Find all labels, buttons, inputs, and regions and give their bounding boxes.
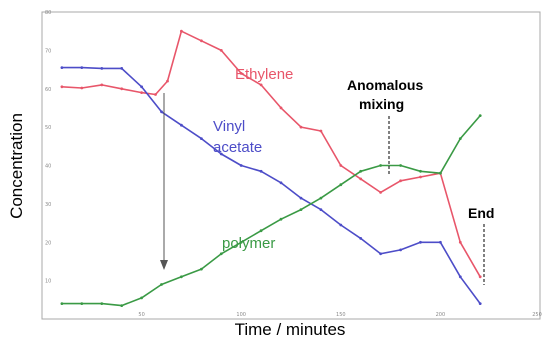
series-point-0	[180, 29, 183, 33]
series-point-2	[219, 252, 223, 256]
series-point-0	[299, 125, 303, 129]
series-point-2	[299, 208, 303, 212]
series-point-1	[259, 169, 263, 173]
series-point-2	[100, 302, 104, 305]
series-point-2	[279, 217, 283, 221]
x-axis-label: Time / minutes	[235, 320, 346, 339]
x-tick-label: 250	[532, 312, 542, 318]
vinyl-label-line2: acetate	[213, 139, 262, 156]
series-point-2	[120, 304, 124, 307]
series-layer	[60, 29, 482, 307]
series-point-1	[359, 237, 363, 240]
series-point-1	[60, 66, 64, 69]
series-point-0	[100, 83, 104, 87]
y-tick-label: 30	[45, 202, 51, 208]
series-point-0	[239, 72, 243, 75]
series-point-0	[154, 93, 157, 96]
series-point-0	[419, 175, 422, 179]
series-point-0	[379, 191, 382, 194]
series-point-2	[160, 283, 163, 286]
x-tick-label: 100	[236, 312, 246, 318]
y-tick-label: 20	[45, 240, 51, 246]
series-point-2	[60, 302, 64, 305]
y-tick-label: 10	[45, 279, 51, 285]
series-point-2	[359, 169, 363, 173]
series-point-1	[319, 208, 323, 212]
ethylene-label: Ethylene	[235, 66, 293, 83]
series-point-2	[180, 275, 183, 279]
series-line-2	[61, 115, 481, 307]
series-point-2	[80, 302, 84, 305]
series-point-2	[478, 114, 482, 117]
series-point-0	[120, 87, 124, 91]
series-point-1	[379, 252, 382, 256]
series-point-0	[219, 49, 223, 52]
series-point-1	[279, 181, 283, 185]
series-point-1	[439, 240, 442, 244]
transition-arrow-head	[160, 260, 168, 270]
vinyl-label-line1: Vinyl	[213, 118, 245, 135]
y-tick-label: 60	[45, 87, 51, 93]
series-line-1	[61, 66, 481, 305]
series-point-0	[140, 91, 144, 94]
series-point-2	[379, 164, 382, 167]
series-point-0	[279, 106, 283, 110]
series-point-0	[399, 179, 402, 183]
series-point-0	[478, 275, 482, 279]
series-point-0	[80, 86, 84, 90]
series-point-1	[478, 302, 482, 305]
series-point-1	[180, 123, 183, 127]
series-point-1	[339, 223, 343, 227]
series-point-2	[200, 267, 203, 271]
y-tick-label: 70	[45, 48, 51, 54]
y-tick-label: 50	[45, 125, 51, 131]
series-point-1	[200, 137, 203, 141]
series-point-2	[140, 296, 144, 300]
series-point-0	[259, 83, 263, 87]
series-point-2	[339, 183, 343, 187]
series-point-2	[259, 229, 263, 233]
series-point-2	[399, 164, 402, 167]
x-tick-labels: 50 100 150 200 250	[138, 312, 541, 318]
series-point-1	[100, 67, 104, 70]
series-point-2	[319, 196, 323, 200]
series-point-0	[339, 164, 343, 167]
series-point-1	[160, 110, 163, 114]
series-point-1	[299, 196, 303, 200]
x-tick-label: 150	[336, 312, 346, 318]
y-axis-label: Concentration	[7, 113, 26, 219]
series-point-1	[419, 240, 422, 244]
y-tick-label: 40	[45, 164, 51, 170]
annotation-end: End	[468, 205, 494, 221]
series-point-2	[419, 169, 422, 173]
series-point-1	[140, 85, 144, 89]
series-point-0	[200, 39, 203, 43]
series-point-2	[239, 240, 243, 244]
series-point-2	[458, 137, 462, 141]
series-point-0	[458, 240, 462, 244]
series-point-0	[166, 79, 169, 83]
series-point-1	[120, 67, 124, 70]
series-point-0	[60, 85, 64, 89]
series-point-1	[239, 164, 243, 167]
polymer-label: polymer	[222, 235, 275, 252]
annotation-anomalous-line1: Anomalous	[347, 77, 423, 93]
series-point-1	[219, 152, 223, 156]
series-point-1	[458, 275, 462, 279]
series-point-0	[319, 129, 323, 133]
x-tick-label: 200	[436, 312, 446, 318]
series-point-2	[439, 171, 442, 175]
series-point-0	[359, 177, 363, 181]
y-tick-label: 80	[45, 10, 51, 16]
plot-area	[41, 11, 541, 320]
annotation-anomalous-line2: mixing	[359, 96, 404, 112]
series-point-1	[399, 248, 402, 252]
x-tick-label: 50	[138, 312, 144, 318]
y-tick-labels: 10 20 30 40 50 60 70 80	[45, 10, 51, 285]
series-point-1	[80, 66, 84, 69]
